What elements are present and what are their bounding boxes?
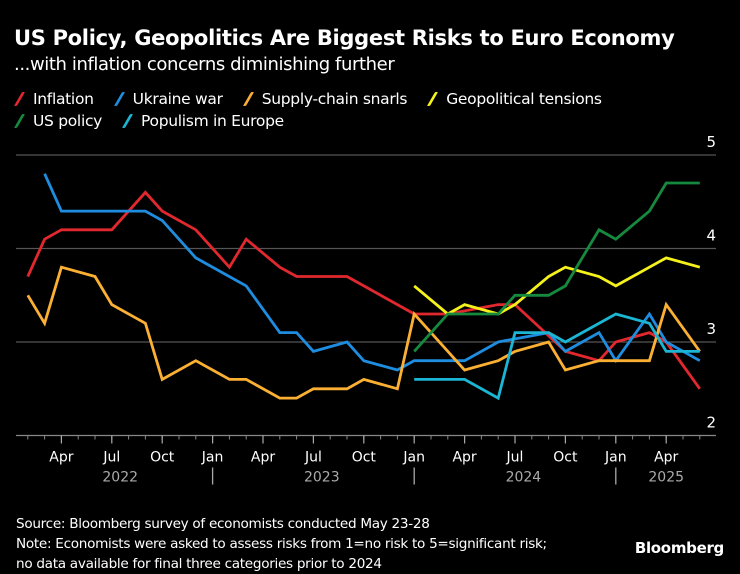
x-tick-label: Jan bbox=[402, 450, 425, 466]
x-tick-label: Apr bbox=[251, 450, 275, 466]
x-tick-label: Jan bbox=[201, 450, 224, 466]
series-line-us-policy bbox=[413, 181, 700, 353]
footer: Source: Bloomberg survey of economists c… bbox=[16, 514, 547, 574]
x-tick-label: Jul bbox=[506, 450, 524, 466]
y-tick-label: 2 bbox=[706, 414, 716, 432]
x-tick-label: Jul bbox=[102, 450, 120, 466]
legend-item-geopolitical: Geopolitical tensions bbox=[427, 88, 602, 110]
y-tick-label: 5 bbox=[706, 133, 716, 151]
chart-title: US Policy, Geopolitics Are Biggest Risks… bbox=[14, 26, 675, 50]
legend-label: Ukraine war bbox=[132, 90, 223, 108]
gridlines bbox=[16, 154, 716, 343]
chart-subtitle: ...with inflation concerns diminishing f… bbox=[14, 54, 395, 75]
x-tick-label: Apr bbox=[654, 450, 678, 466]
methodology-note-2: no data available for final three catego… bbox=[16, 556, 382, 572]
y-tick-label: 3 bbox=[706, 320, 716, 338]
y-axis: 2 3 4 5 bbox=[706, 133, 716, 432]
y-tick-label: 4 bbox=[706, 227, 716, 245]
x-tick-label: Oct bbox=[553, 450, 578, 466]
methodology-note-1: Note: Economists were asked to assess ri… bbox=[16, 536, 547, 552]
legend-label: Populism in Europe bbox=[141, 112, 284, 130]
x-tick-label: Apr bbox=[452, 450, 476, 466]
x-tick-label: Oct bbox=[352, 450, 377, 466]
legend-item-inflation: Inflation bbox=[13, 88, 94, 110]
bloomberg-logo: Bloomberg bbox=[634, 539, 724, 557]
x-tick-label: Jan bbox=[604, 450, 627, 466]
legend-label: Geopolitical tensions bbox=[446, 90, 602, 108]
legend-label: Supply-chain snarls bbox=[261, 90, 408, 108]
series-line-geopolitical-tensions bbox=[413, 256, 701, 316]
legend-row-2: US policy Populism in Europe bbox=[13, 110, 714, 132]
series-line-ukraine-war bbox=[43, 173, 701, 372]
x-tick-label: Jul bbox=[304, 450, 322, 466]
series-lines bbox=[26, 173, 701, 401]
legend-label: Inflation bbox=[33, 90, 94, 108]
x-tick-label: Oct bbox=[150, 450, 175, 466]
x-year-label: 2022 bbox=[102, 470, 138, 486]
legend-item-us-policy: US policy bbox=[13, 110, 103, 132]
series-line-supply-chain-snarls bbox=[26, 265, 701, 400]
source-note: Source: Bloomberg survey of economists c… bbox=[16, 516, 430, 532]
legend-item-populism: Populism in Europe bbox=[122, 110, 284, 132]
legend-item-ukraine-war: Ukraine war bbox=[113, 88, 223, 110]
x-year-label: 2024 bbox=[506, 470, 542, 486]
legend: Inflation Ukraine war Supply-chain snarl… bbox=[13, 88, 714, 132]
x-year-label: 2023 bbox=[304, 470, 340, 486]
x-year-label: 2025 bbox=[648, 470, 684, 486]
series-line-populism-in-europe bbox=[414, 312, 700, 401]
legend-row-1: Inflation Ukraine war Supply-chain snarl… bbox=[13, 88, 714, 110]
legend-item-supply-chain: Supply-chain snarls bbox=[242, 88, 408, 110]
legend-label: US policy bbox=[33, 112, 103, 130]
x-axis: Apr Jul Oct Jan Apr Jul Oct Jan Apr Jul Oct Jan Apr 2… bbox=[16, 434, 716, 486]
x-tick-label: Apr bbox=[49, 450, 73, 466]
